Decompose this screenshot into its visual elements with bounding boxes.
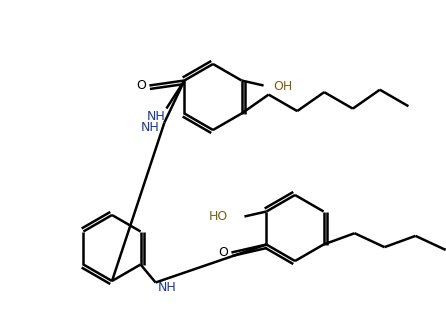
Text: O: O <box>219 246 228 259</box>
Text: HO: HO <box>209 210 228 223</box>
Text: NH: NH <box>158 281 177 294</box>
Text: O: O <box>136 79 146 92</box>
Text: NH: NH <box>141 121 160 134</box>
Text: NH: NH <box>147 110 166 123</box>
Text: OH: OH <box>273 80 293 93</box>
